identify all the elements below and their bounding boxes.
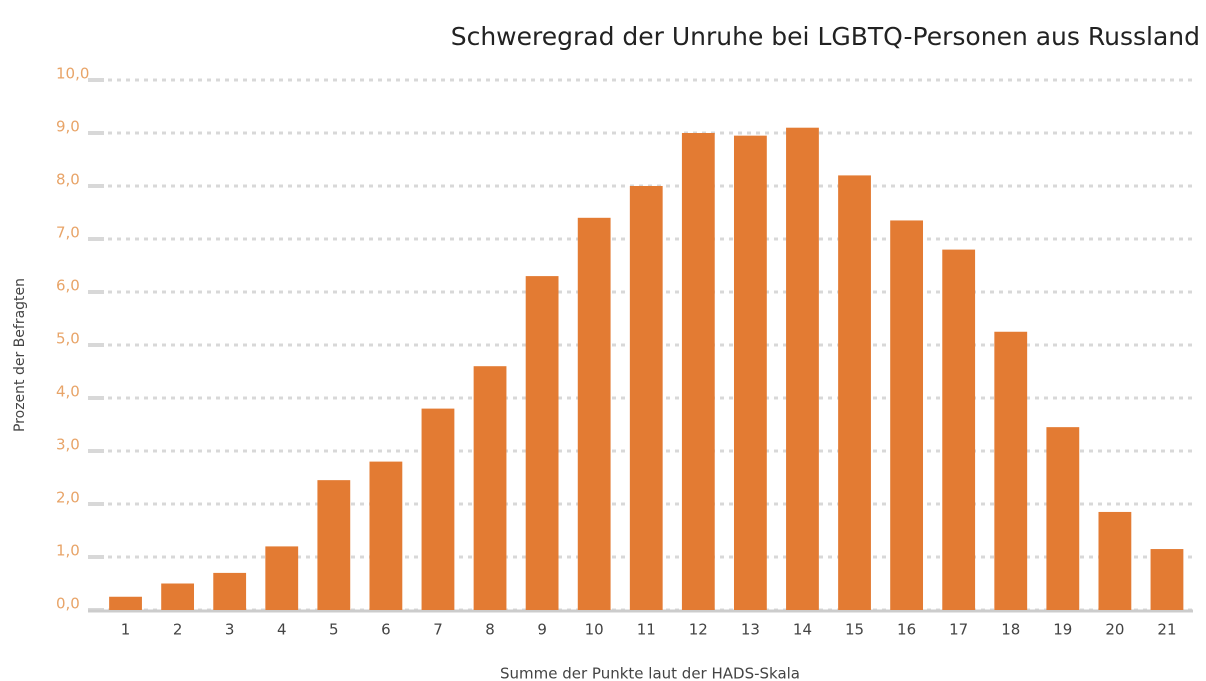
x-tick-label: 19 (1053, 621, 1072, 639)
bar (1150, 549, 1184, 610)
bar (577, 217, 611, 611)
x-tick-label: 8 (485, 621, 495, 639)
bar (369, 461, 403, 610)
x-tick-label: 12 (689, 621, 708, 639)
y-tick-label: 7,0 (56, 224, 80, 242)
bar (786, 127, 819, 610)
y-tick-label: 2,0 (56, 489, 80, 507)
bar (525, 276, 559, 610)
chart-title: Schweregrad der Unruhe bei LGBTQ-Persone… (451, 22, 1200, 51)
x-tick-label: 17 (949, 621, 968, 639)
x-tick-label: 9 (537, 621, 547, 639)
x-tick-label: 18 (1001, 621, 1020, 639)
x-tick-label: 7 (433, 621, 443, 639)
x-axis-label: Summe der Punkte laut der HADS-Skala (500, 665, 800, 681)
bar (213, 572, 247, 610)
bar (681, 133, 715, 610)
x-tick-label: 11 (637, 621, 656, 639)
bar (1098, 511, 1132, 610)
y-tick-label: 3,0 (56, 436, 80, 454)
x-tick-label: 14 (793, 621, 812, 639)
bar (109, 596, 142, 610)
bar (994, 331, 1028, 610)
bar (942, 249, 976, 610)
x-tick-label: 15 (845, 621, 864, 639)
x-tick-label: 20 (1105, 621, 1124, 639)
y-tick-label: 1,0 (56, 542, 80, 560)
y-tick-label: 10,0 (56, 65, 89, 83)
bar (1046, 427, 1080, 610)
x-tick-label: 6 (381, 621, 391, 639)
x-tick-label: 16 (897, 621, 916, 639)
x-tick-label: 10 (585, 621, 604, 639)
bar (161, 583, 195, 610)
x-tick-label: 5 (329, 621, 339, 639)
x-tick-label: 2 (173, 621, 183, 639)
bar (629, 186, 663, 610)
y-tick-label: 5,0 (56, 330, 80, 348)
bar (838, 175, 871, 610)
y-tick-label: 4,0 (56, 383, 80, 401)
x-tick-label: 3 (225, 621, 235, 639)
bar (421, 408, 455, 610)
bar (473, 366, 507, 610)
y-tick-label: 6,0 (56, 277, 80, 295)
x-tick-label: 21 (1157, 621, 1176, 639)
x-tick-label: 4 (277, 621, 287, 639)
bar (890, 220, 924, 610)
bar (733, 135, 767, 610)
x-tick-label: 1 (121, 621, 131, 639)
y-tick-label: 9,0 (56, 118, 80, 136)
y-axis-label: Prozent der Befragten (12, 278, 28, 432)
bar (265, 546, 299, 610)
y-tick-label: 0,0 (56, 595, 80, 613)
bar (317, 480, 351, 610)
x-tick-label: 13 (741, 621, 760, 639)
y-tick-label: 8,0 (56, 171, 80, 189)
